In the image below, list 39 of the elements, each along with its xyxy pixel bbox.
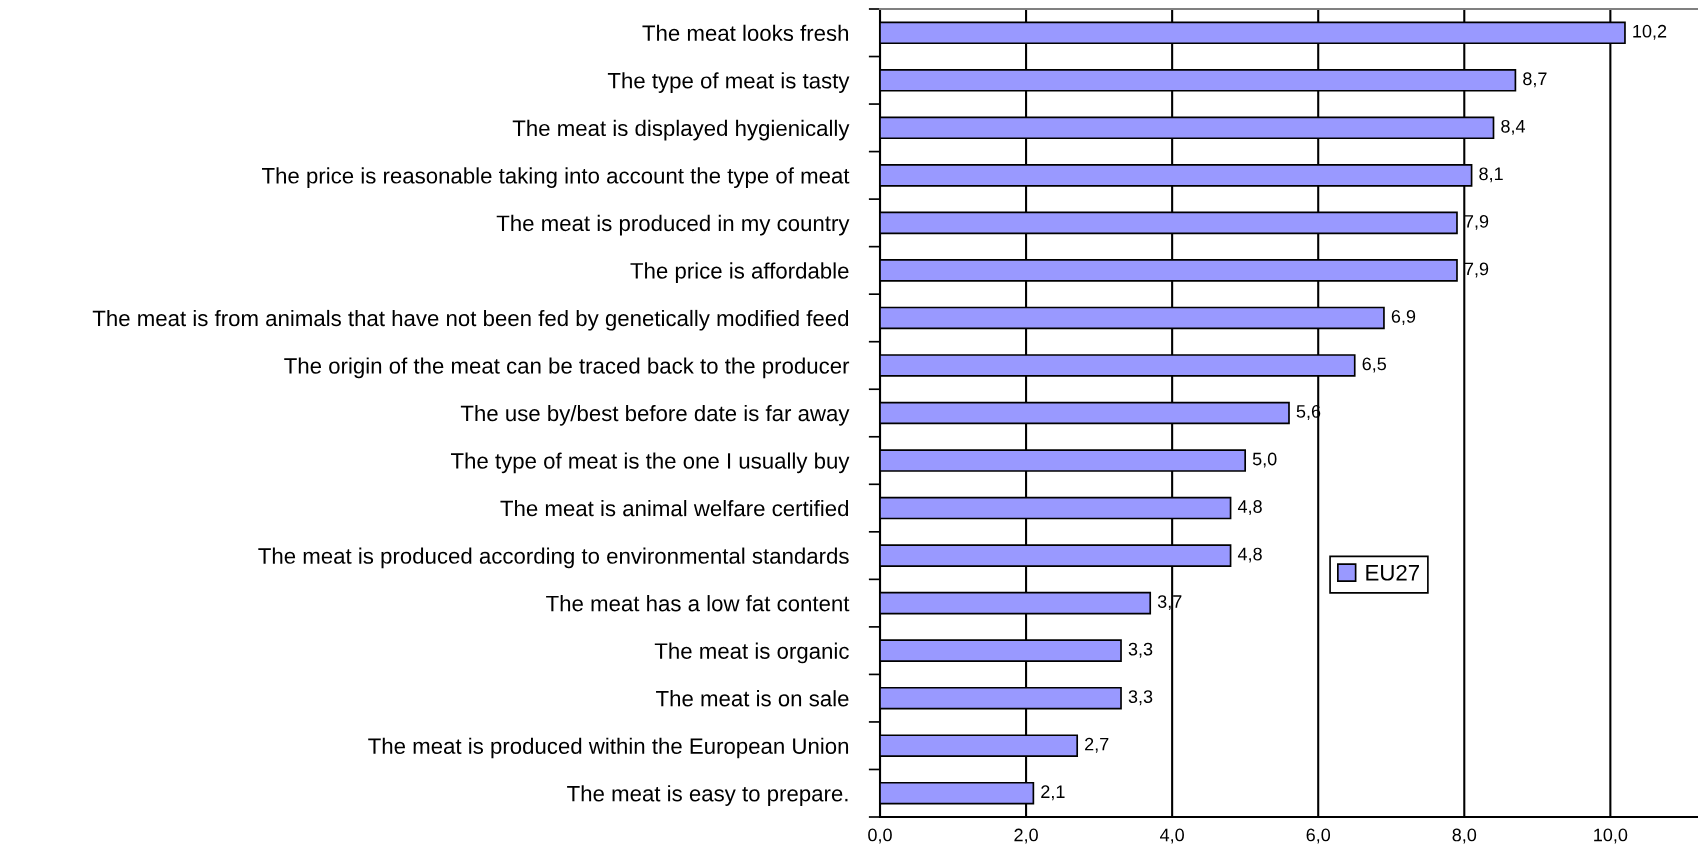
- data-label: 2,1: [1041, 785, 1065, 801]
- x-tick-label: 2,0: [1014, 828, 1038, 844]
- y-tick-label: The meat is produced within the European Union: [368, 737, 849, 759]
- y-tick-label: The use by/best before date is far away: [460, 404, 850, 426]
- y-tick-label: The meat has a low fat content: [546, 595, 850, 612]
- data-label: 2,7: [1085, 737, 1109, 753]
- x-tick-label: 8,0: [1452, 828, 1477, 844]
- data-label: 3,3: [1128, 642, 1153, 658]
- y-tick-label: The price is affordable: [630, 262, 849, 284]
- x-tick-label: 4,0: [1160, 828, 1184, 844]
- data-label: 5,0: [1252, 452, 1277, 468]
- data-label: 4,8: [1237, 500, 1262, 516]
- x-tick-label: 10,0: [1594, 828, 1628, 844]
- legend-label: EU27: [1366, 564, 1419, 581]
- y-tick-label: The meat is easy to prepare.: [567, 785, 848, 806]
- y-tick-label: The type of meat is tasty: [607, 72, 850, 93]
- data-label: 7,9: [1464, 214, 1489, 230]
- y-tick-label: The meat is animal welfare certified: [500, 500, 849, 517]
- y-tick-label: The meat is produced according to environmental standards: [258, 547, 849, 569]
- data-label: 7,9: [1464, 262, 1489, 278]
- y-tick-label: The origin of the meat can be traced back to the producer: [284, 357, 850, 379]
- data-label: 4,8: [1237, 547, 1262, 563]
- data-label: 6,9: [1391, 310, 1416, 325]
- y-tick-label: The meat looks fresh: [642, 24, 849, 42]
- data-label: 10,2: [1633, 24, 1667, 40]
- x-tick-label: 6,0: [1306, 828, 1331, 844]
- x-tick-label: 0,0: [868, 828, 892, 844]
- data-label: 3,3: [1128, 690, 1153, 706]
- y-tick-label: The meat is organic: [654, 642, 849, 664]
- data-label: 8,4: [1501, 119, 1526, 135]
- data-label: 6,5: [1362, 357, 1387, 373]
- y-tick-label: The meat is displayed hygienically: [512, 119, 850, 141]
- y-tick-label: The type of meat is the one I usually buy: [450, 452, 850, 474]
- data-label: 8,1: [1479, 167, 1503, 183]
- y-tick-label: The meat is from animals that have not been fed by genetically modified feed: [92, 309, 849, 331]
- y-tick-label: The price is reasonable taking into account the type of meat: [261, 167, 850, 189]
- y-tick-label: The meat is produced in my country: [496, 214, 850, 236]
- data-label: 8,7: [1523, 72, 1547, 88]
- y-tick-label: The meat is on sale: [656, 690, 849, 707]
